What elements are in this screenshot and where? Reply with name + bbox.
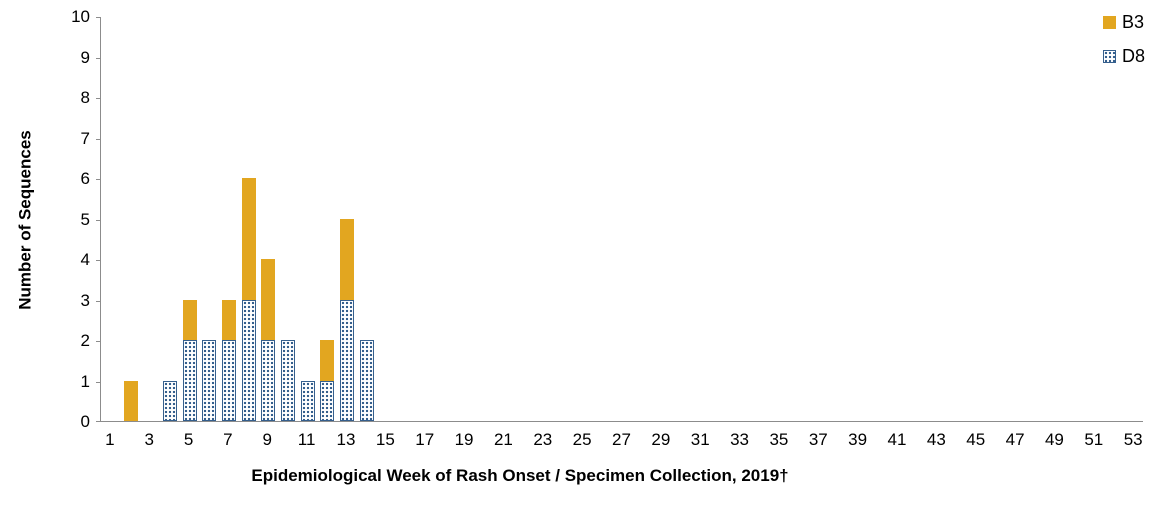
- x-tick-label: 23: [533, 430, 553, 449]
- x-tick-label: 49: [1044, 430, 1064, 449]
- bar-segment-d8: [320, 380, 335, 421]
- x-tick-label: 17: [415, 430, 435, 449]
- y-tick-label: 9: [80, 47, 90, 67]
- legend-label: D8: [1121, 46, 1145, 66]
- x-tick-label: 9: [262, 430, 272, 449]
- y-tick-mark: [96, 179, 100, 180]
- x-tick-label: 21: [493, 430, 513, 449]
- bar-segment-d8: [359, 340, 374, 421]
- bar-segment-d8: [182, 340, 197, 421]
- x-tick-label: 51: [1084, 430, 1104, 449]
- bar-segment-b3: [182, 299, 197, 340]
- y-tick-label: 4: [80, 250, 90, 269]
- y-tick-label: 8: [80, 88, 90, 107]
- x-tick-label: 47: [1005, 430, 1025, 449]
- x-tick-label: 43: [926, 430, 946, 449]
- x-tick-label: 3: [144, 430, 154, 449]
- bar-segment-b3: [320, 340, 335, 381]
- legend-swatch-b3: [1102, 16, 1116, 29]
- y-tick-label: 2: [80, 331, 90, 350]
- y-tick-mark: [96, 341, 100, 342]
- y-tick-mark: [96, 138, 100, 140]
- x-tick-label: 27: [612, 430, 631, 449]
- x-tick-label: 25: [572, 430, 592, 449]
- y-tick-mark: [96, 300, 100, 302]
- bar-segment-d8: [339, 299, 354, 421]
- legend-item-b3: B3: [1102, 12, 1145, 33]
- x-tick-label: 7: [223, 430, 233, 449]
- x-tick-label: 39: [848, 430, 868, 449]
- legend-item-d8: D8: [1102, 46, 1145, 67]
- bar-segment-b3: [241, 178, 256, 300]
- bar-segment-b3: [261, 259, 276, 340]
- y-tick-label: 3: [80, 290, 90, 310]
- y-tick-label: 1: [80, 371, 90, 391]
- legend-label: B3: [1121, 12, 1145, 32]
- y-tick-mark: [96, 421, 100, 422]
- bar-segment-b3: [221, 299, 236, 340]
- y-tick-mark: [96, 57, 100, 59]
- y-tick-mark: [96, 260, 100, 261]
- plot-area: [100, 17, 1143, 422]
- x-tick-label: 19: [454, 430, 474, 449]
- bar-segment-d8: [221, 340, 236, 421]
- bar-segment-b3: [339, 218, 354, 300]
- y-tick-label: 0: [80, 412, 90, 431]
- y-tick-mark: [96, 381, 100, 383]
- y-tick-mark: [96, 219, 100, 221]
- y-tick-mark: [96, 17, 100, 18]
- x-tick-label: 1: [105, 430, 115, 449]
- y-tick-label: 10: [71, 7, 90, 26]
- legend: B3 D8: [1102, 12, 1145, 80]
- x-tick-label: 29: [651, 430, 671, 449]
- x-tick-label: 33: [730, 430, 750, 449]
- bar-segment-d8: [261, 340, 276, 421]
- bar-segment-d8: [241, 299, 256, 421]
- bar-segment-d8: [280, 340, 295, 421]
- y-tick-label: 7: [80, 128, 90, 148]
- bar-segment-d8: [300, 380, 315, 421]
- y-tick-label: 5: [80, 209, 90, 229]
- x-tick-label: 37: [808, 430, 828, 449]
- x-tick-label: 13: [336, 430, 356, 449]
- x-tick-label: 15: [375, 430, 395, 449]
- bar-segment-d8: [162, 380, 177, 421]
- y-tick-mark: [96, 98, 100, 99]
- bar-segment-b3: [123, 380, 138, 421]
- x-tick-label: 31: [690, 430, 710, 449]
- x-axis-title: Epidemiological Week of Rash Onset / Spe…: [251, 466, 789, 485]
- x-tick-label: 11: [297, 430, 316, 449]
- y-tick-label: 6: [80, 169, 90, 188]
- x-tick-label: 35: [769, 430, 789, 449]
- bar-segment-d8: [202, 340, 217, 421]
- x-tick-label: 45: [966, 430, 986, 449]
- legend-swatch-d8: [1102, 50, 1116, 63]
- x-tick-label: 53: [1123, 430, 1143, 449]
- x-tick-label: 41: [887, 430, 907, 449]
- y-axis-title: Number of Sequences: [15, 130, 35, 310]
- x-tick-label: 5: [183, 430, 194, 449]
